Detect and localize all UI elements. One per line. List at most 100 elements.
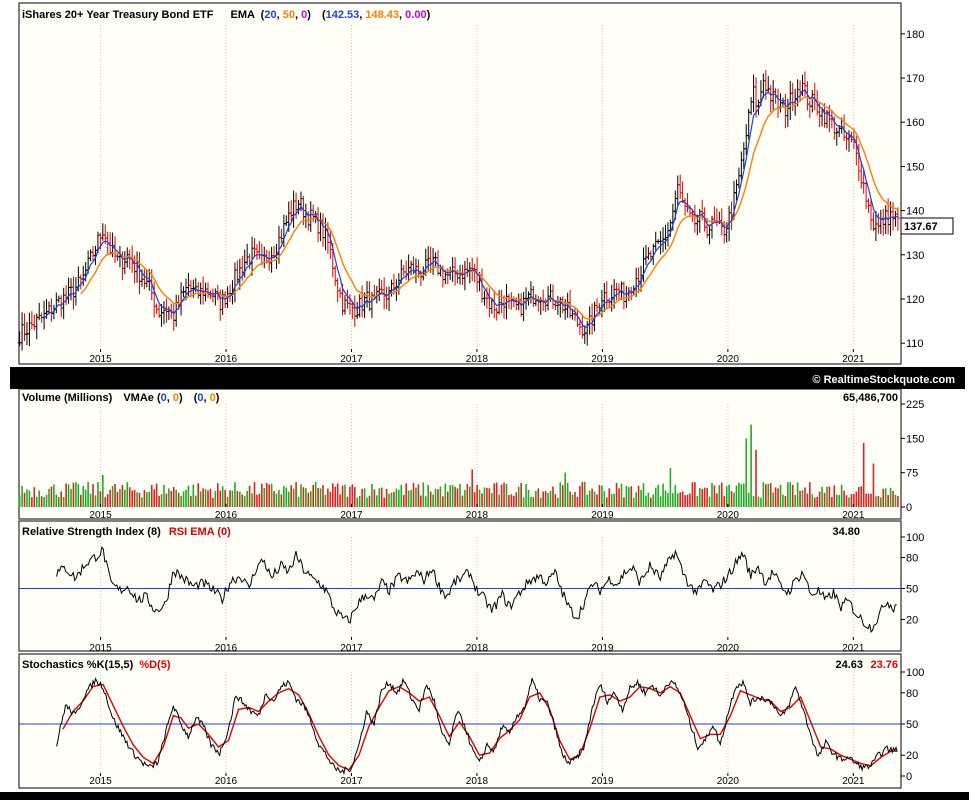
x-tick-label: 2019 xyxy=(591,643,614,654)
credit-bar xyxy=(10,367,965,389)
rsi-legend: Relative Strength Index (8) RSI EMA (0) xyxy=(22,526,231,538)
rsi-title: Relative Strength Index (8) xyxy=(22,526,161,538)
y-tick-label: 100 xyxy=(906,532,924,544)
last-volume: 65,486,700 xyxy=(843,392,898,404)
volume-y-axis: 0 75 150 225 xyxy=(901,399,924,514)
x-tick-label: 2016 xyxy=(215,510,238,521)
x-tick-label: 2020 xyxy=(717,643,740,654)
volume-grid xyxy=(100,404,854,507)
y-tick-label: 150 xyxy=(906,161,924,173)
ema50-param: 50 xyxy=(283,9,295,21)
x-tick-label: 2017 xyxy=(340,776,363,787)
bottom-bar xyxy=(0,792,969,800)
x-tick-label: 2017 xyxy=(340,510,363,521)
price-grid xyxy=(100,25,854,352)
x-tick-label: 2016 xyxy=(215,776,238,787)
ema3-param: 0 xyxy=(301,9,307,21)
price-legend: iShares 20+ Year Treasury Bond ETF EMA (… xyxy=(22,9,431,21)
x-tick-label: 2020 xyxy=(717,510,740,521)
rsi-value: 34.80 xyxy=(832,526,860,538)
x-tick-label: 2019 xyxy=(591,510,614,521)
last-price-label: 137.67 xyxy=(904,221,938,233)
y-tick-label: 80 xyxy=(906,688,918,700)
rsi-panel-frame xyxy=(18,520,902,652)
x-tick-label: 2018 xyxy=(466,354,489,365)
price-panel-frame xyxy=(18,2,902,365)
rsi-line xyxy=(56,546,897,633)
y-tick-label: 0 xyxy=(906,771,912,783)
credit-text: © RealtimeStockquote.com xyxy=(812,374,955,386)
price-title: iShares 20+ Year Treasury Bond ETF xyxy=(22,9,214,21)
x-tick-label: 2017 xyxy=(340,643,363,654)
stoch-y-axis: 0 20 50 80 100 xyxy=(901,667,924,783)
volume-title: Volume (Millions) xyxy=(22,392,113,404)
x-tick-label: 2019 xyxy=(591,776,614,787)
x-tick-label: 2016 xyxy=(215,643,238,654)
y-tick-label: 50 xyxy=(906,584,918,596)
x-tick-label: 2021 xyxy=(842,510,865,521)
y-tick-label: 120 xyxy=(906,294,924,306)
x-tick-label: 2021 xyxy=(842,643,865,654)
x-tick-label: 2015 xyxy=(89,776,112,787)
price-y-axis: 110 120 130 140 150 160 170 180 xyxy=(901,29,924,350)
y-tick-label: 140 xyxy=(906,206,924,218)
volume-legend: Volume (Millions) VMAe (0, 0) (0, 0) xyxy=(22,392,220,404)
y-tick-label: 170 xyxy=(906,73,924,85)
price-x-axis: 2015 2016 2017 2018 2019 2020 2021 xyxy=(89,349,865,365)
y-tick-label: 160 xyxy=(906,117,924,129)
x-tick-label: 2020 xyxy=(717,354,740,365)
y-tick-label: 130 xyxy=(906,250,924,262)
stoch-k-line xyxy=(56,677,898,776)
vma-param-a2: 0 xyxy=(173,392,179,404)
y-tick-label: 20 xyxy=(906,614,918,626)
ema20-param: 20 xyxy=(264,9,276,21)
y-tick-label: 80 xyxy=(906,553,918,565)
y-tick-label: 110 xyxy=(906,338,924,350)
volume-bars xyxy=(18,424,899,507)
rsi-x-axis: 2015 2016 2017 2018 2019 2020 2021 xyxy=(89,637,865,654)
y-tick-label: 0 xyxy=(906,502,912,514)
x-tick-label: 2016 xyxy=(215,354,238,365)
stoch-panel-frame xyxy=(18,653,902,789)
ema20-line xyxy=(43,88,899,329)
x-tick-label: 2019 xyxy=(591,354,614,365)
x-tick-label: 2018 xyxy=(466,643,489,654)
last-price-box xyxy=(900,217,954,235)
y-tick-label: 225 xyxy=(906,399,924,411)
stoch-legend: Stochastics %K(15,5) %D(5) xyxy=(22,659,171,671)
vma-param-b1: 0 xyxy=(197,392,203,404)
vma-label: VMAe xyxy=(123,392,154,404)
y-tick-label: 180 xyxy=(906,29,924,41)
rsi-y-axis: 20 50 80 100 xyxy=(901,532,924,626)
x-tick-label: 2018 xyxy=(466,776,489,787)
y-tick-label: 75 xyxy=(906,468,918,480)
x-tick-label: 2015 xyxy=(89,643,112,654)
x-tick-label: 2020 xyxy=(717,776,740,787)
x-tick-label: 2017 xyxy=(340,354,363,365)
ema50-value: 148.43 xyxy=(365,9,399,21)
rsi-ema-label: RSI EMA (0) xyxy=(169,526,231,538)
y-tick-label: 150 xyxy=(906,433,924,445)
ema20-value: 142.53 xyxy=(326,9,360,21)
vma-param-b2: 0 xyxy=(210,392,216,404)
stoch-d-label: %D(5) xyxy=(139,659,171,671)
ema3-value: 0.00 xyxy=(405,9,426,21)
volume-panel: 0 75 150 225 2015 2016 2017 2018 2019 2020 2021 V… xyxy=(18,388,924,521)
x-tick-label: 2015 xyxy=(89,510,112,521)
vma-param-a1: 0 xyxy=(161,392,167,404)
x-tick-label: 2015 xyxy=(89,354,112,365)
y-tick-label: 20 xyxy=(906,750,918,762)
stoch-title: Stochastics %K(15,5) xyxy=(22,659,134,671)
y-tick-label: 100 xyxy=(906,667,924,679)
stoch-x-axis: 2015 2016 2017 2018 2019 2020 2021 xyxy=(89,773,865,787)
volume-x-axis: 2015 2016 2017 2018 2019 2020 2021 xyxy=(89,504,865,521)
stoch-d-value: 23.76 xyxy=(870,659,898,671)
x-tick-label: 2018 xyxy=(466,510,489,521)
y-tick-label: 50 xyxy=(906,719,918,731)
ema-label: EMA xyxy=(231,9,256,21)
stoch-k-value: 24.63 xyxy=(835,659,863,671)
x-tick-label: 2021 xyxy=(842,776,865,787)
